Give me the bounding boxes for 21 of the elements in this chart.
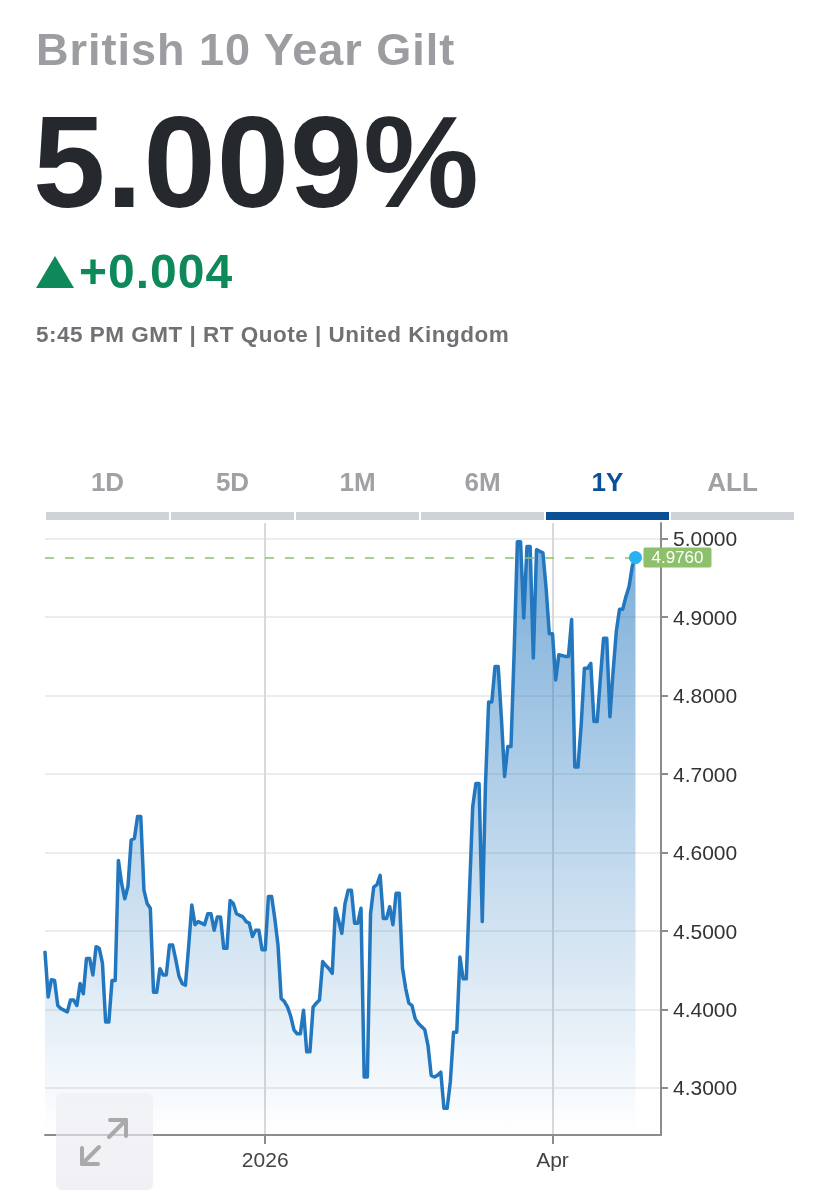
text: 1Y xyxy=(590,466,625,498)
chart-title: British 10 Year Gilt xyxy=(36,23,456,77)
y-tick-label: 4.3000 xyxy=(673,1076,738,1100)
y-tick-label: 4.9000 xyxy=(673,605,738,629)
text: 5D xyxy=(214,466,251,498)
ref-line-label: 4.9760 xyxy=(651,548,704,568)
text: 5.009% xyxy=(33,89,480,235)
y-tick-label: 4.7000 xyxy=(673,762,738,786)
y-tick-label: 4.8000 xyxy=(673,684,738,708)
chart-subtitle: 5:45 PM GMT | RT Quote | United Kingdom xyxy=(36,321,510,349)
text: ALL xyxy=(706,466,759,498)
y-tick-label: 4.5000 xyxy=(673,919,738,943)
y-tick-label: 5.0000 xyxy=(673,527,738,551)
text: 1D xyxy=(89,466,126,498)
y-tick-label: 4.6000 xyxy=(673,841,738,865)
text: +0.004 xyxy=(79,245,234,298)
y-tick-label: 4.4000 xyxy=(673,997,738,1021)
x-tick-label: 2026 xyxy=(241,1148,289,1171)
x-tick-label: Apr xyxy=(536,1148,569,1171)
text: 1M xyxy=(338,466,377,498)
text: 6M xyxy=(463,466,502,498)
